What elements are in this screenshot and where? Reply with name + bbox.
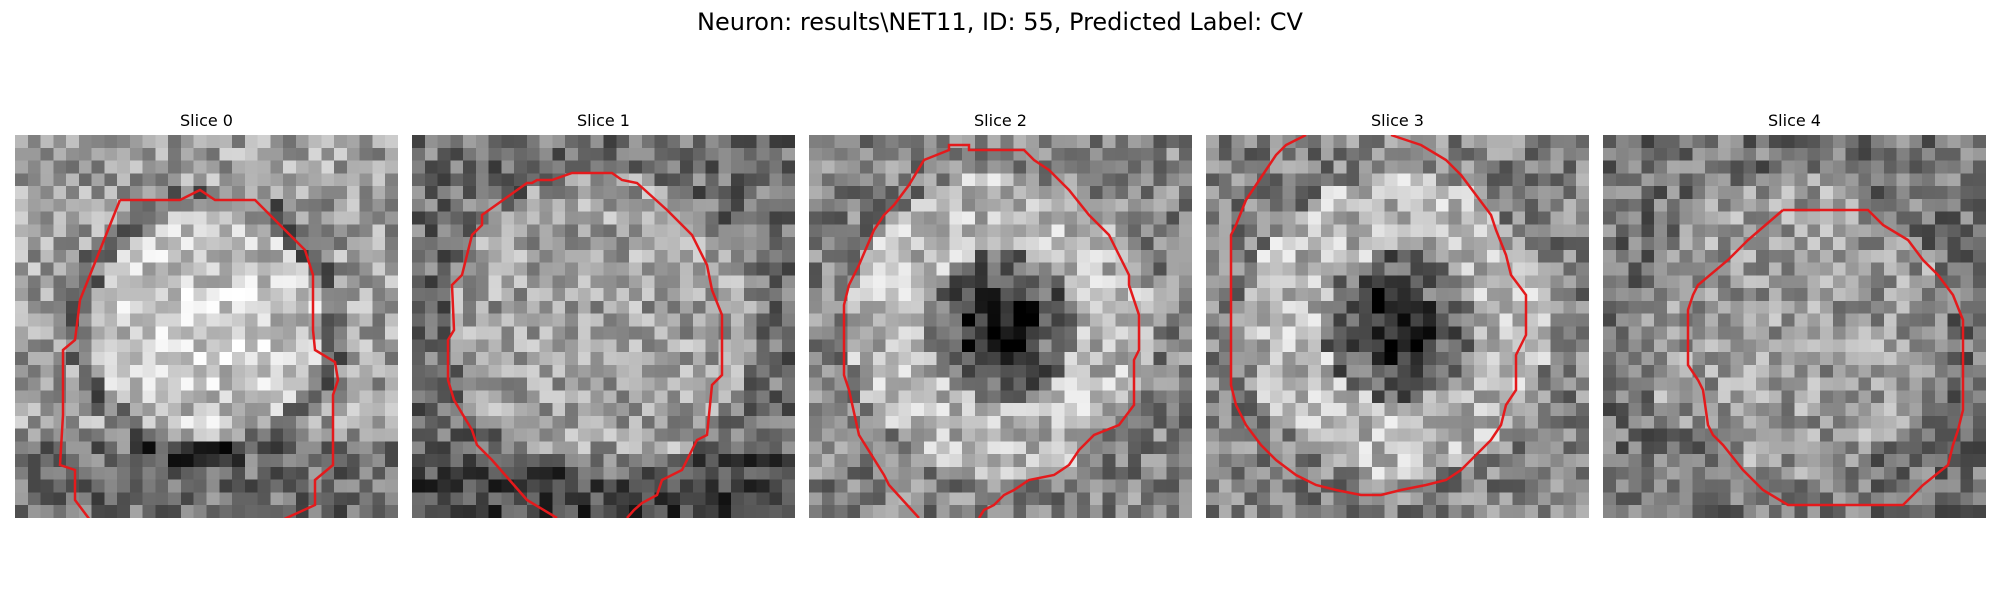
slice-panel-2: Slice 2	[809, 110, 1192, 518]
roi-contour-2	[842, 143, 1141, 518]
slice-panel-1: Slice 1	[412, 110, 795, 518]
slice-title-1: Slice 1	[577, 111, 630, 130]
slice-image-4	[1603, 135, 1986, 518]
slice-title-0: Slice 0	[180, 111, 233, 130]
figure-title: Neuron: results\NET11, ID: 55, Predicted…	[697, 8, 1303, 36]
roi-contour-1	[446, 171, 724, 518]
slice-title-2: Slice 2	[974, 111, 1027, 130]
roi-contour-4	[1686, 208, 1965, 507]
slice-panel-3: Slice 3	[1206, 110, 1589, 518]
slice-image-1	[412, 135, 795, 518]
roi-contour-0	[58, 188, 340, 518]
roi-contour-3	[1229, 135, 1528, 497]
slice-panel-4: Slice 4	[1603, 110, 1986, 518]
slice-image-2	[809, 135, 1192, 518]
slice-title-4: Slice 4	[1768, 111, 1821, 130]
slice-title-3: Slice 3	[1371, 111, 1424, 130]
slice-panel-0: Slice 0	[15, 110, 398, 518]
